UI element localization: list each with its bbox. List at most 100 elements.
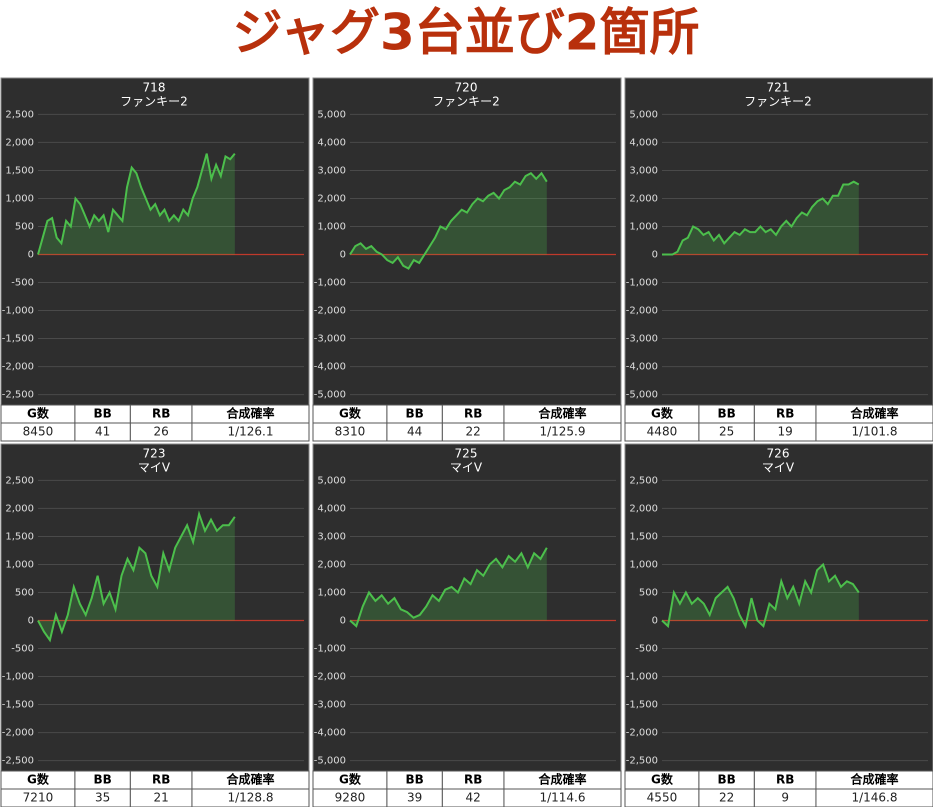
y-tick-label: -2,000 [2, 362, 34, 373]
table-value: 25 [719, 425, 734, 439]
table-header: G数 [27, 772, 50, 787]
area [350, 547, 547, 627]
table-cell [503, 422, 622, 442]
y-tick-label: -3,000 [314, 334, 346, 345]
chart-title: 718 [143, 81, 166, 95]
panel [624, 443, 933, 772]
table-value: 19 [778, 425, 793, 439]
panel [0, 77, 310, 406]
table-cell [503, 788, 622, 807]
y-tick-label: 1,000 [5, 559, 34, 570]
line [662, 180, 860, 256]
chart-title: 723 [143, 447, 166, 461]
chart-subtitle: ファンキー2 [744, 95, 812, 109]
y-tick-label: -5,000 [314, 390, 346, 401]
y-tick-label: 1,000 [317, 587, 346, 598]
y-tick-label: -2,000 [314, 672, 346, 683]
table-header: G数 [651, 406, 674, 421]
y-tick-label: 4,000 [629, 137, 658, 148]
table-header: G数 [27, 406, 50, 421]
y-tick-label: -2,000 [314, 306, 346, 317]
table-header: 合成確率 [850, 772, 898, 787]
line [37, 510, 236, 643]
table-value: 41 [95, 425, 110, 439]
y-tick-label: 2,500 [5, 475, 34, 486]
table-value: 8310 [335, 425, 366, 439]
table-header: RB [776, 773, 794, 787]
y-tick-label: 1,500 [5, 531, 34, 542]
y-tick-label: -1,000 [626, 278, 658, 289]
y-tick-label: 1,000 [629, 221, 658, 232]
y-tick-label: 500 [15, 221, 34, 232]
y-tick-label: -1,000 [314, 644, 346, 655]
y-tick-label: 5,000 [317, 475, 346, 486]
chart-subtitle: ファンキー2 [432, 95, 500, 109]
y-tick-label: 3,000 [629, 165, 658, 176]
table-header: 合成確率 [226, 406, 274, 421]
table-header: BB [93, 773, 111, 787]
y-tick-label: 0 [340, 250, 346, 261]
table-header: RB [464, 773, 482, 787]
panel [0, 443, 310, 772]
y-tick-label: -2,500 [2, 390, 34, 401]
y-tick-label: -5,000 [626, 390, 658, 401]
y-tick-label: 2,500 [629, 475, 658, 486]
y-tick-label: -1,500 [626, 700, 658, 711]
chart-subtitle: マイV [450, 461, 483, 475]
y-tick-label: 1,500 [629, 531, 658, 542]
table-value: 4480 [647, 425, 678, 439]
y-tick-label: -500 [635, 644, 658, 655]
y-tick-label: 1,000 [629, 559, 658, 570]
chart-subtitle: ファンキー2 [120, 95, 188, 109]
y-tick-label: -2,000 [626, 306, 658, 317]
y-tick-label: 500 [639, 587, 658, 598]
table-value: 22 [719, 791, 734, 805]
table-header: G数 [339, 772, 362, 787]
table-cell [815, 788, 933, 807]
y-tick-label: -1,000 [2, 306, 34, 317]
table-header: BB [717, 407, 735, 421]
table-header: 合成確率 [538, 772, 586, 787]
table-header: RB [152, 773, 170, 787]
line [37, 152, 236, 255]
y-tick-label: -3,000 [626, 334, 658, 345]
y-tick-label: 2,000 [317, 559, 346, 570]
page-title: ジャグ3台並び2箇所 [232, 4, 699, 62]
y-tick-label: 4,000 [317, 137, 346, 148]
chart-title: 721 [767, 81, 790, 95]
table-header: RB [776, 407, 794, 421]
line [349, 547, 548, 628]
table-header: G数 [651, 772, 674, 787]
y-tick-label: 2,000 [629, 193, 658, 204]
y-tick-label: -4,000 [626, 362, 658, 373]
table-value: 22 [466, 425, 481, 439]
y-tick-label: -2,500 [2, 756, 34, 767]
table-value: 44 [407, 425, 422, 439]
chart-title: 720 [455, 81, 478, 95]
y-tick-label: 0 [28, 616, 34, 627]
y-tick-label: 0 [28, 250, 34, 261]
table-value: 1/128.8 [227, 791, 273, 805]
table-value: 4550 [647, 791, 678, 805]
y-tick-label: 1,000 [5, 193, 34, 204]
table-cell [191, 788, 310, 807]
y-tick-label: 5,000 [629, 109, 658, 120]
y-tick-label: 2,000 [5, 137, 34, 148]
y-tick-label: 5,000 [317, 109, 346, 120]
table-header: BB [405, 773, 423, 787]
chart-title: 726 [767, 447, 790, 461]
y-tick-label: -1,500 [2, 700, 34, 711]
table-cell [815, 422, 933, 442]
table-value: 26 [154, 425, 169, 439]
y-tick-label: -500 [11, 278, 34, 289]
y-tick-label: -5,000 [314, 756, 346, 767]
panel [624, 77, 933, 406]
table-value: 9 [781, 791, 789, 805]
y-tick-label: -1,000 [626, 672, 658, 683]
y-tick-label: 3,000 [317, 165, 346, 176]
y-tick-label: 0 [652, 616, 658, 627]
y-tick-label: -4,000 [314, 362, 346, 373]
table-header: BB [717, 773, 735, 787]
y-tick-label: 2,000 [5, 503, 34, 514]
